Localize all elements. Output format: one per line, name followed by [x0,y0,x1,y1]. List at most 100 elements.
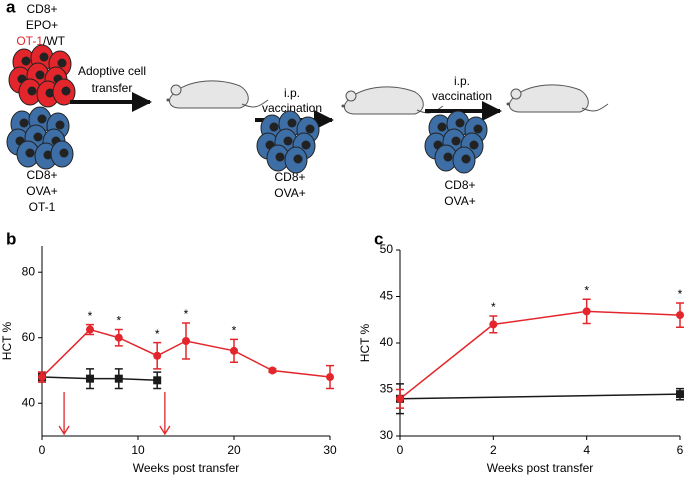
nucleus [455,118,465,128]
significance: * [491,300,496,314]
significance: * [184,307,189,321]
y-axis-label: HCT % [358,323,372,362]
step-label: vaccination [262,101,322,115]
y-tick-label: 30 [380,428,394,442]
data-point [582,307,591,316]
data-point [86,374,94,383]
nucleus [35,70,45,80]
significance: * [116,314,121,328]
cell-label: CD8+ [26,168,57,182]
cell-label: CD8+ [444,178,475,192]
panel-label: c [374,229,383,248]
panel-label: b [6,229,16,248]
nucleus [39,52,49,62]
data-point [182,337,190,345]
x-tick-label: 0 [39,443,46,457]
nucleus [27,86,37,96]
arrow [58,392,70,436]
nucleus [443,152,453,162]
step-label: Adoptive cell [78,64,146,78]
mouse [506,84,609,113]
red-cells [8,44,76,108]
x-tick-label: 4 [583,443,590,457]
cell-label: OT-1 [29,200,56,214]
step-label: i.p. [454,74,470,88]
nucleus [61,86,71,96]
data-point [326,373,334,382]
series-line [41,328,331,378]
nucleus [19,118,29,128]
cell-label: OVA+ [26,184,57,198]
nucleus [437,122,447,132]
significance: * [584,283,589,297]
step-label: transfer [92,81,133,95]
nucleus [461,154,471,164]
significance: * [678,287,683,301]
x-tick-label: 6 [677,443,684,457]
nucleus [25,148,35,158]
panel-label: a [6,0,16,16]
data-point [86,325,94,334]
mouse [166,80,269,109]
nucleus [305,124,315,134]
x-tick-label: 10 [131,443,145,457]
y-tick-label: 40 [380,335,394,349]
data-point [153,376,162,385]
nucleus [301,140,311,150]
blue-cells [6,106,74,170]
nucleus [451,136,461,146]
step-label: i.p. [284,86,300,100]
data-point [676,390,684,399]
nucleus [57,58,67,68]
y-tick-label: 60 [22,330,36,344]
series-line [41,376,158,382]
cell-label: CD8+ [274,170,305,184]
nucleus [275,152,285,162]
data-point [268,366,277,375]
nucleus [59,148,69,158]
nucleus [43,150,53,160]
y-axis-label: HCT % [0,321,14,360]
data-point [676,311,684,320]
y-tick-label: 40 [22,395,36,409]
y-tick-label: 45 [380,289,394,303]
panel-a: a CD8+ EPO+ OT-1 /WT CD8+ OVA+ OT-1 Adop… [6,0,609,214]
nucleus [21,56,31,66]
data-point [38,373,46,382]
nucleus [55,120,65,130]
cell-label: EPO+ [26,18,58,32]
cell-label: OT-1 [16,34,43,48]
x-tick-label: 2 [490,443,497,457]
cell-label: CD8+ [26,2,57,16]
significance: * [155,327,160,341]
nucleus [293,154,303,164]
data-point [230,346,238,355]
cell-label: OVA+ [274,186,305,200]
significance: * [88,309,93,323]
series-line [399,393,681,400]
x-axis-label: Weeks post transfer [487,461,594,475]
nucleus [37,114,47,124]
nucleus [473,124,483,134]
data-point [396,394,404,403]
nucleus [45,88,55,98]
x-tick-label: 0 [397,443,404,457]
step-label: vaccination [432,89,492,103]
data-point [489,320,498,329]
data-point [114,333,123,342]
nucleus [469,140,479,150]
arrow [159,392,171,436]
data-point [114,374,123,383]
x-tick-label: 30 [323,443,337,457]
nucleus [287,118,297,128]
series-line [399,310,681,400]
nucleus [33,132,43,142]
nucleus [283,136,293,146]
y-tick-label: 80 [22,264,36,278]
y-tick-label: 35 [380,382,394,396]
y-tick-label: 50 [380,242,394,256]
data-point [153,351,162,360]
cell-label: OVA+ [444,194,475,208]
